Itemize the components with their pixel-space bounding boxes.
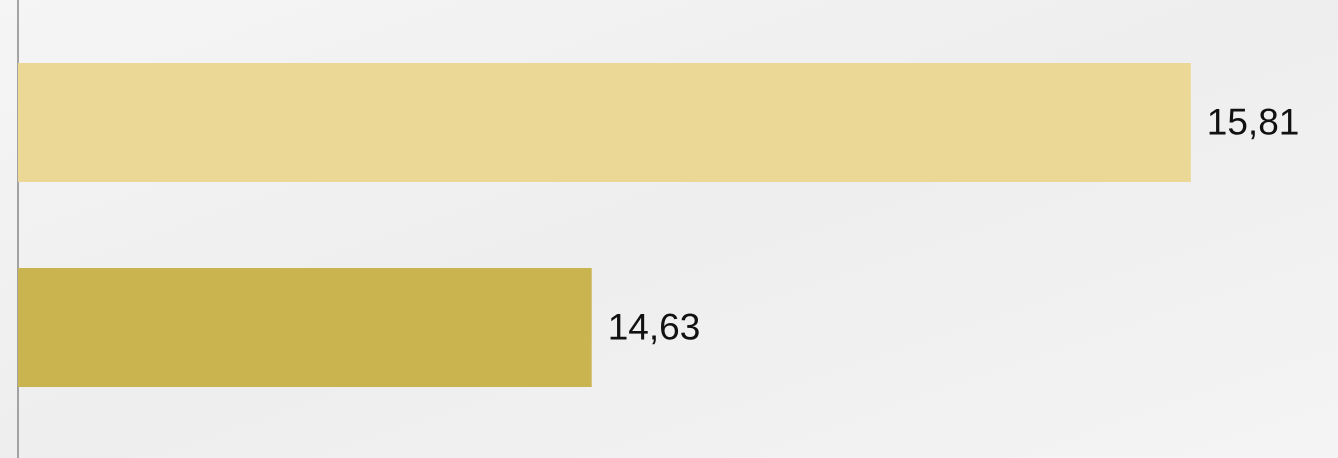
bar [18,63,1191,182]
bar [18,268,592,387]
value-label: 15,81 [1207,101,1300,142]
value-label: 14,63 [608,306,701,347]
